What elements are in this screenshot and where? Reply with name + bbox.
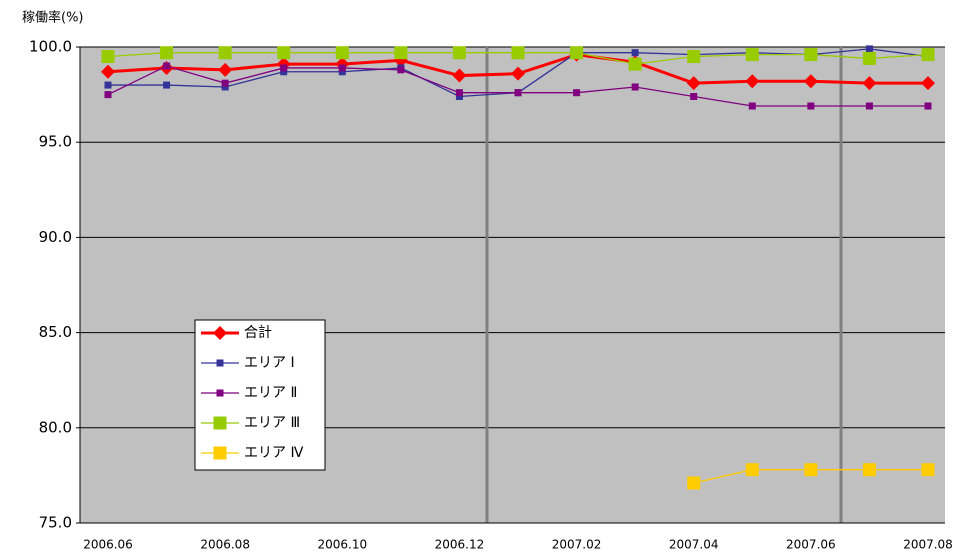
marker <box>628 57 642 71</box>
marker <box>748 102 756 110</box>
x-tick-label: 2007.08 <box>903 538 953 552</box>
y-tick-label: 100.0 <box>29 38 72 56</box>
marker <box>514 89 522 97</box>
marker <box>804 463 818 477</box>
marker <box>163 81 171 89</box>
marker <box>511 46 525 60</box>
marker <box>455 93 463 101</box>
legend-label: エリア Ⅰ <box>244 355 295 371</box>
marker <box>573 89 581 97</box>
marker <box>338 64 346 72</box>
marker <box>280 68 288 76</box>
marker <box>865 45 873 53</box>
x-tick-label: 2007.02 <box>552 538 602 552</box>
marker <box>221 79 229 87</box>
x-tick-label: 2007.04 <box>669 538 719 552</box>
y-tick-label: 85.0 <box>39 323 72 341</box>
x-tick-label: 2006.08 <box>200 538 250 552</box>
legend-label: エリア Ⅳ <box>244 445 303 461</box>
marker <box>213 416 227 430</box>
marker <box>862 76 877 91</box>
x-tick-label: 2007.06 <box>786 538 836 552</box>
marker <box>335 46 349 60</box>
marker <box>570 46 584 60</box>
marker <box>631 49 639 57</box>
marker <box>280 64 288 72</box>
legend-label: 合計 <box>244 325 272 341</box>
marker <box>452 68 467 83</box>
marker <box>865 102 873 110</box>
marker <box>807 102 815 110</box>
marker <box>216 359 224 367</box>
marker <box>394 46 408 60</box>
marker <box>924 102 932 110</box>
marker <box>631 83 639 91</box>
y-tick-label: 80.0 <box>39 418 72 436</box>
x-tick-label: 2006.10 <box>317 538 367 552</box>
x-tick-label: 2006.12 <box>435 538 485 552</box>
marker <box>216 389 224 397</box>
marker <box>163 62 171 70</box>
marker <box>277 46 291 60</box>
y-tick-label: 75.0 <box>39 514 72 532</box>
marker <box>745 48 759 62</box>
marker <box>101 64 115 79</box>
marker <box>687 50 701 64</box>
marker <box>745 74 760 89</box>
marker <box>397 66 405 74</box>
x-tick-label: 2006.06 <box>83 538 133 552</box>
y-tick-label: 95.0 <box>39 133 72 151</box>
marker <box>104 91 112 99</box>
marker <box>745 463 759 477</box>
marker <box>687 476 701 490</box>
marker <box>218 46 232 60</box>
marker <box>160 46 174 60</box>
marker <box>921 76 935 91</box>
marker <box>338 68 346 76</box>
y-axis-title: 稼働率(%) <box>22 10 84 26</box>
marker <box>455 89 463 97</box>
marker <box>862 463 876 477</box>
marker <box>104 81 112 89</box>
marker <box>213 326 227 340</box>
legend-label: エリア Ⅲ <box>244 415 300 431</box>
legend-label: エリア Ⅱ <box>244 385 297 401</box>
marker <box>804 48 818 62</box>
marker <box>218 62 233 77</box>
marker <box>690 93 698 101</box>
marker <box>921 463 935 477</box>
marker <box>213 446 227 460</box>
marker <box>862 51 876 65</box>
marker <box>101 50 115 64</box>
y-tick-label: 90.0 <box>39 228 72 246</box>
marker <box>511 66 525 81</box>
marker <box>686 76 701 91</box>
series-group <box>101 45 935 490</box>
marker <box>921 48 935 62</box>
marker <box>452 46 466 60</box>
marker <box>221 83 229 91</box>
marker <box>803 74 818 89</box>
